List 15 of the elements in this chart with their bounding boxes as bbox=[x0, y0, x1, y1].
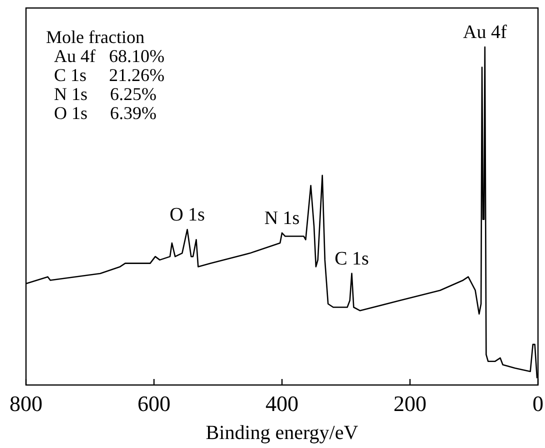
annotation: O 1s 6.39% bbox=[54, 103, 157, 123]
x-tick-label: 600 bbox=[138, 391, 170, 416]
x-tick-label: 0 bbox=[532, 391, 544, 416]
x-tick-label: 400 bbox=[266, 391, 298, 416]
annotation: Au 4f bbox=[462, 22, 508, 43]
annotation: N 1s 6.25% bbox=[54, 84, 157, 104]
annotation: C 1s bbox=[334, 248, 369, 270]
annotation: Mole fraction bbox=[46, 27, 144, 47]
annotation: Au 4f 68.10% bbox=[54, 46, 164, 66]
annotation: C 1s 21.26% bbox=[54, 65, 165, 85]
annotation: O 1s bbox=[170, 204, 205, 226]
x-tick-label: 800 bbox=[10, 391, 42, 416]
x-axis-title: Binding energy/eV bbox=[206, 422, 359, 444]
annotation: N 1s bbox=[264, 208, 300, 229]
x-tick-label: 200 bbox=[394, 391, 426, 416]
